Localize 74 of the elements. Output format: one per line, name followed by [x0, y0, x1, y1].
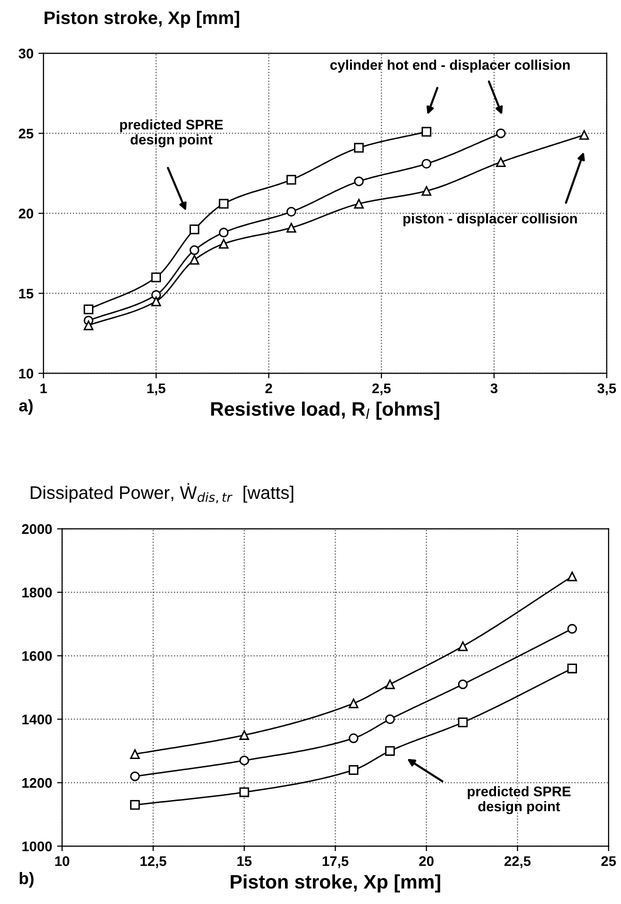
- y-axis-title: Dissipated Power, Ẇ$_{dis,tr}$ [watts]: [30, 483, 294, 504]
- y-tick-label: 1400: [22, 714, 52, 724]
- y-tick-label: 25: [18, 128, 34, 139]
- annotation: predicted SPRE design point: [468, 786, 571, 814]
- y-tick-label: 15: [19, 288, 34, 299]
- point: [239, 787, 250, 798]
- point: [458, 679, 468, 690]
- x-axis-title: Resistive load, R$_{l}$ [ohms]: [211, 402, 440, 420]
- point: [567, 624, 578, 634]
- point: [458, 641, 468, 652]
- point: [496, 157, 506, 168]
- y-tick-label: 1200: [22, 778, 52, 788]
- point: [348, 765, 358, 775]
- point: [239, 756, 250, 766]
- x-tick-label: 20: [419, 856, 434, 866]
- x-tick-label: 1,5: [147, 384, 166, 396]
- x-tick-label: 22,5: [504, 856, 531, 868]
- point: [385, 746, 395, 756]
- point: [84, 320, 94, 330]
- point: [151, 272, 161, 282]
- y-tick-label: 20: [18, 208, 34, 219]
- y-tick-label: 2000: [22, 524, 52, 534]
- point: [348, 698, 358, 708]
- point: [458, 718, 468, 728]
- x-tick-label: 1: [40, 384, 47, 394]
- point: [579, 130, 590, 140]
- point: [422, 158, 432, 169]
- annotation: piston - displacer collision: [403, 213, 577, 226]
- annotation: predicted SPRE design point: [120, 119, 223, 148]
- point: [385, 679, 395, 690]
- point: [422, 126, 432, 137]
- point: [239, 730, 250, 740]
- point: [84, 304, 94, 314]
- y-tick-label: 10: [19, 368, 34, 379]
- point: [354, 176, 364, 186]
- y-axis-title: Piston stroke, Xp [mm]: [44, 10, 240, 28]
- point: [567, 664, 578, 674]
- point: [422, 186, 432, 196]
- point: [130, 800, 140, 810]
- x-tick-label: 3,5: [597, 383, 616, 396]
- point: [348, 733, 358, 744]
- point: [354, 198, 364, 209]
- x-tick-label: 2: [265, 383, 272, 394]
- y-tick-label: 1800: [22, 588, 52, 598]
- x-tick-label: 17,5: [322, 856, 348, 868]
- x-tick-label: 2,5: [372, 383, 391, 396]
- point: [286, 222, 296, 233]
- y-tick-label: 1000: [22, 841, 52, 852]
- point: [286, 174, 296, 185]
- point: [385, 714, 395, 724]
- point: [190, 254, 200, 265]
- point: [190, 245, 200, 256]
- x-tick-label: 15: [237, 856, 252, 866]
- x-tick-label: 10: [55, 856, 70, 866]
- point: [354, 142, 364, 153]
- annotation: cylinder hot end - displacer collision: [330, 60, 570, 73]
- point: [496, 128, 506, 138]
- y-tick-label: 1600: [22, 651, 52, 661]
- point: [286, 206, 296, 217]
- x-axis-title: Piston stroke, Xp [mm]: [230, 874, 440, 892]
- text: a): [19, 399, 33, 415]
- point: [190, 224, 200, 234]
- point: [130, 749, 140, 759]
- point: [218, 198, 229, 209]
- point: [151, 296, 161, 306]
- y-tick-label: 30: [18, 48, 34, 59]
- x-tick-label: 12,5: [140, 856, 166, 868]
- x-tick-label: 25: [601, 856, 616, 866]
- point: [567, 572, 578, 582]
- x-tick-label: 3: [490, 383, 498, 394]
- text: b): [20, 872, 34, 888]
- point: [218, 238, 229, 249]
- point: [130, 771, 140, 782]
- point: [218, 228, 229, 238]
